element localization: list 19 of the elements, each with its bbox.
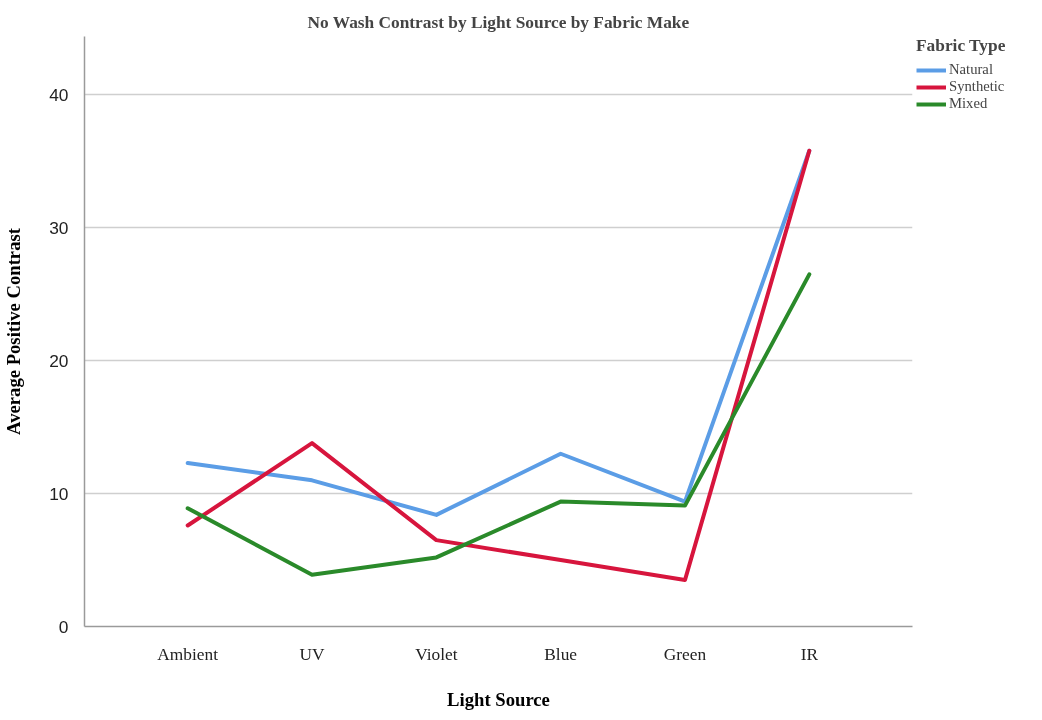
y-tick-label: 30 [49, 217, 69, 238]
y-tick-label: 40 [49, 84, 69, 105]
y-axis-title: Average Positive Contrast [3, 227, 25, 435]
x-tick-label: Green [663, 644, 707, 664]
x-tick-label: IR [800, 644, 819, 664]
x-tick-label: Violet [415, 644, 458, 664]
legend-title: Fabric Type [916, 36, 1006, 56]
chart-title: No Wash Contrast by Light Source by Fabric Make [307, 12, 690, 32]
x-tick-label: Ambient [157, 644, 219, 664]
x-tick-label: UV [299, 644, 326, 664]
y-tick-label: 10 [49, 483, 69, 504]
legend-label: Synthetic [949, 78, 1005, 95]
y-tick-label: 0 [58, 616, 69, 637]
y-tick-label: 20 [49, 350, 69, 371]
legend-label: Mixed [949, 95, 988, 112]
x-tick-label: Blue [544, 644, 578, 664]
line-series [185, 272, 812, 577]
x-axis-title: Light Source [447, 688, 550, 710]
legend-label: Natural [949, 61, 993, 78]
